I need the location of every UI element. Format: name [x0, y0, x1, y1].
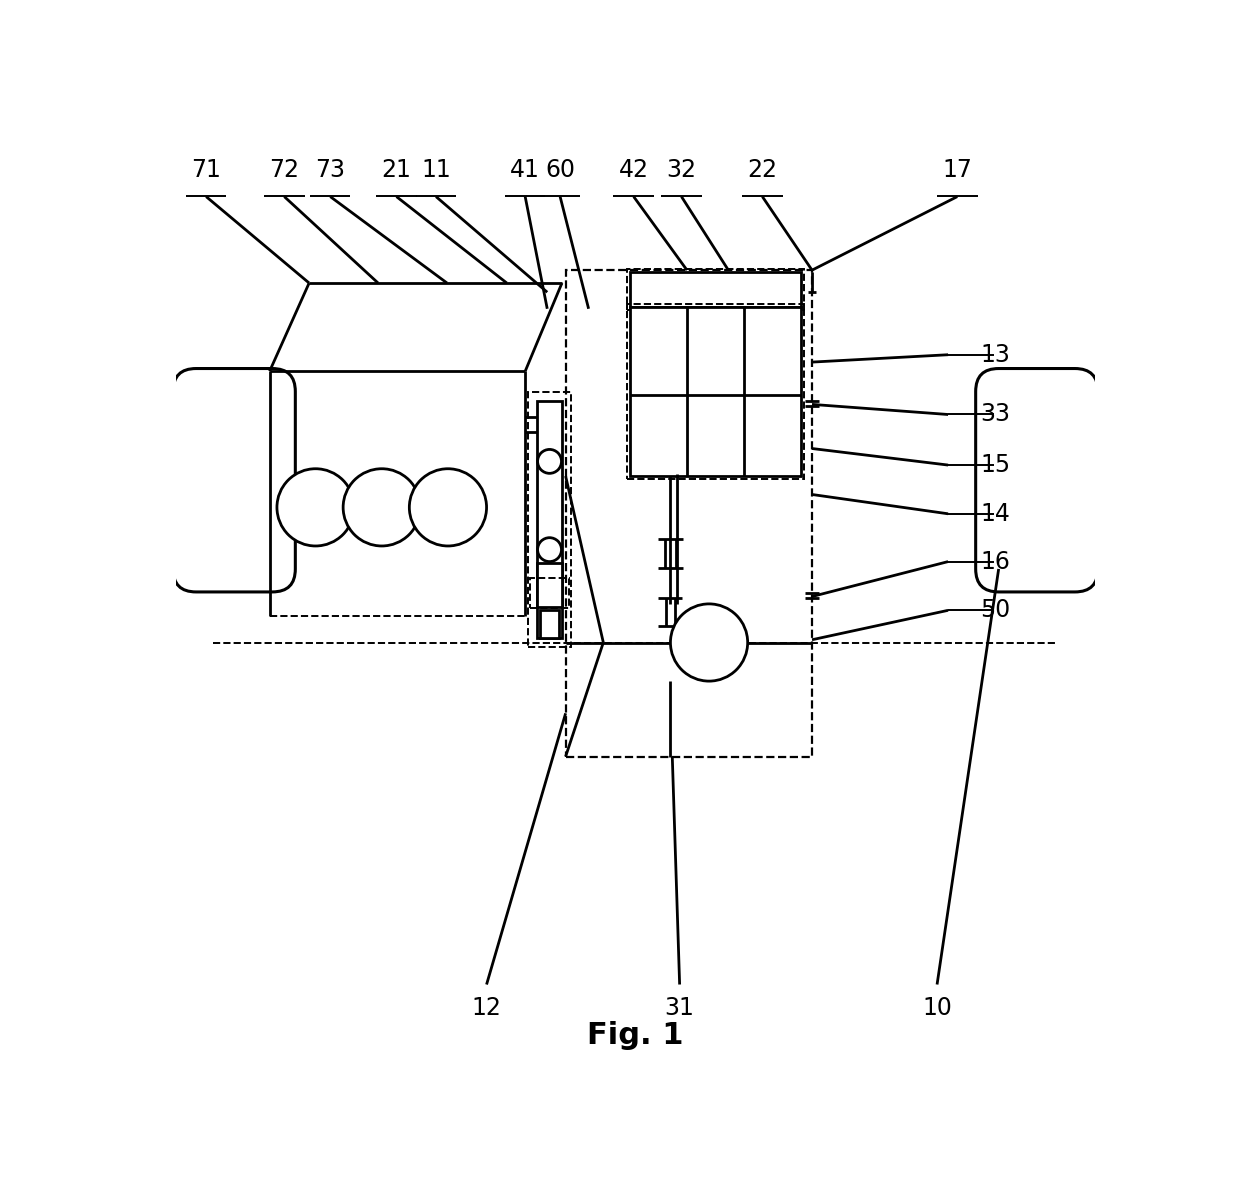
- Text: 50: 50: [981, 598, 1011, 622]
- Text: 17: 17: [942, 158, 972, 181]
- Circle shape: [409, 469, 486, 546]
- Text: Fig. 1: Fig. 1: [588, 1021, 683, 1050]
- Text: 41: 41: [510, 158, 541, 181]
- FancyBboxPatch shape: [537, 401, 562, 638]
- Text: 31: 31: [665, 997, 694, 1021]
- Text: 15: 15: [981, 453, 1011, 478]
- FancyBboxPatch shape: [539, 610, 559, 638]
- Text: 71: 71: [191, 158, 221, 181]
- Circle shape: [343, 469, 420, 546]
- FancyBboxPatch shape: [174, 369, 295, 592]
- Text: 22: 22: [748, 158, 777, 181]
- Text: 14: 14: [981, 501, 1011, 525]
- FancyBboxPatch shape: [630, 272, 801, 307]
- Text: 32: 32: [666, 158, 697, 181]
- Text: 12: 12: [471, 997, 501, 1021]
- Text: 11: 11: [422, 158, 451, 181]
- Text: 21: 21: [382, 158, 412, 181]
- Text: 13: 13: [981, 343, 1011, 367]
- FancyBboxPatch shape: [976, 369, 1097, 592]
- FancyBboxPatch shape: [630, 307, 801, 476]
- FancyBboxPatch shape: [537, 562, 562, 607]
- Circle shape: [538, 449, 562, 473]
- Circle shape: [671, 604, 748, 681]
- Text: 60: 60: [546, 158, 575, 181]
- Circle shape: [277, 469, 355, 546]
- Text: 16: 16: [981, 549, 1011, 573]
- Circle shape: [538, 537, 562, 561]
- Text: 72: 72: [269, 158, 299, 181]
- Text: 10: 10: [923, 997, 952, 1021]
- Text: 33: 33: [981, 402, 1011, 426]
- Text: 42: 42: [619, 158, 649, 181]
- Text: 73: 73: [315, 158, 345, 181]
